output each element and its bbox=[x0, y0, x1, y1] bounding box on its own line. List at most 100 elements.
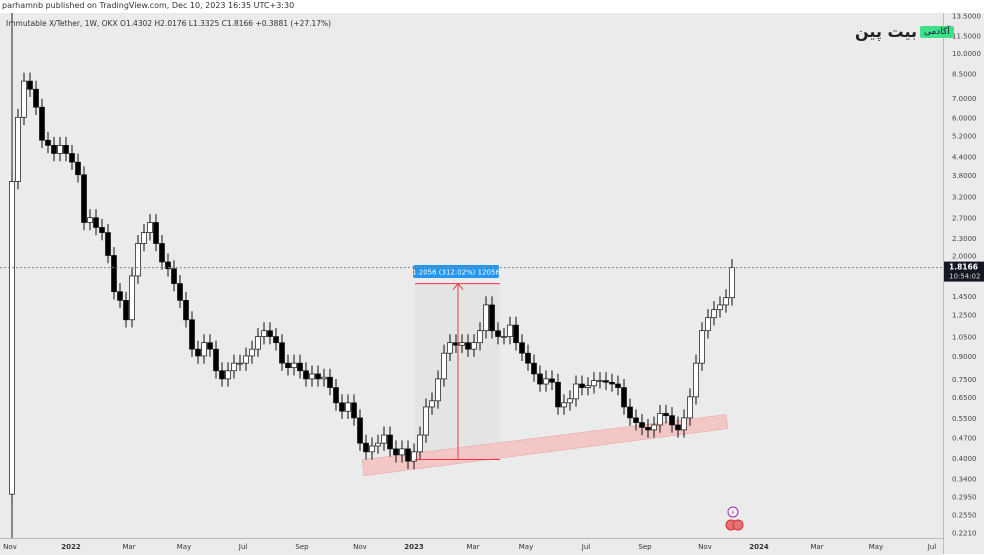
y-tick-label: 3.2000 bbox=[952, 193, 977, 201]
price-axis[interactable] bbox=[943, 13, 984, 554]
candle-down bbox=[633, 417, 639, 423]
candle-down bbox=[525, 352, 531, 364]
y-tick-label: 1.2500 bbox=[952, 312, 977, 320]
candle-up bbox=[201, 342, 207, 357]
candle-up bbox=[711, 309, 717, 319]
y-tick-label: 1.0500 bbox=[952, 334, 977, 342]
candle-up bbox=[255, 336, 261, 350]
candle-down bbox=[165, 261, 171, 270]
candle-down bbox=[45, 139, 51, 146]
x-tick-label: 2023 bbox=[404, 543, 424, 551]
candle-down bbox=[207, 342, 213, 350]
candle-down bbox=[519, 342, 525, 354]
candle-down bbox=[105, 232, 111, 256]
candle-up bbox=[429, 400, 435, 408]
candle-down bbox=[69, 153, 75, 163]
candle-up bbox=[483, 304, 489, 332]
candle-up bbox=[21, 80, 27, 118]
measure-label: 1.2056 (312.02%) 12056 bbox=[412, 269, 500, 277]
x-tick-label: May bbox=[177, 543, 191, 551]
candle-down bbox=[189, 319, 195, 350]
x-tick-label: Sep bbox=[295, 543, 309, 551]
candle-down bbox=[327, 376, 333, 388]
candle-up bbox=[447, 342, 453, 354]
candle-up bbox=[369, 445, 375, 453]
y-tick-label: 3.8000 bbox=[952, 172, 977, 180]
candle-up bbox=[441, 352, 447, 380]
x-tick-label: May bbox=[519, 543, 533, 551]
y-tick-label: 0.2550 bbox=[952, 512, 977, 520]
candle-up bbox=[729, 267, 735, 299]
candle-up bbox=[459, 342, 465, 346]
candle-up bbox=[147, 222, 153, 233]
logo-name: بیت پین bbox=[855, 22, 917, 41]
us-flag-event-icon bbox=[732, 519, 744, 531]
candle-down bbox=[267, 330, 273, 337]
candle-down bbox=[393, 448, 399, 456]
candle-down bbox=[27, 80, 33, 90]
y-tick-label: 0.6500 bbox=[952, 394, 977, 402]
y-tick-label: 0.2210 bbox=[952, 530, 977, 538]
x-tick-label: 2024 bbox=[749, 543, 769, 551]
y-tick-label: 4.4000 bbox=[952, 153, 977, 161]
candle-down bbox=[669, 415, 675, 426]
y-tick-label: 0.9000 bbox=[952, 353, 977, 361]
candle-down bbox=[405, 448, 411, 462]
candle-down bbox=[213, 348, 219, 372]
x-tick-label: Mar bbox=[810, 543, 823, 551]
candle-down bbox=[219, 370, 225, 380]
price-label-box bbox=[944, 261, 984, 282]
candle-up bbox=[501, 336, 507, 338]
candle-down bbox=[93, 217, 99, 228]
candle-down bbox=[183, 300, 189, 321]
candle-up bbox=[435, 378, 441, 402]
candle-down bbox=[111, 255, 117, 293]
candle-down bbox=[465, 342, 471, 350]
symbol-legend: Immutable X/Tether, 1W, OKX O1.4302 H2.0… bbox=[6, 19, 332, 28]
candle-down bbox=[75, 161, 81, 176]
candle-down bbox=[531, 362, 537, 375]
candle-down bbox=[639, 422, 645, 428]
candle-up bbox=[237, 362, 243, 365]
candle-up bbox=[597, 380, 603, 382]
y-tick-label: 10.0000 bbox=[952, 50, 981, 58]
candle-down bbox=[627, 406, 633, 419]
candle-up bbox=[135, 243, 141, 277]
candle-down bbox=[555, 381, 561, 408]
time-axis[interactable] bbox=[0, 538, 943, 555]
candle-down bbox=[579, 383, 585, 388]
x-tick-label: May bbox=[869, 543, 883, 551]
candle-up bbox=[411, 451, 417, 462]
candle-down bbox=[195, 348, 201, 357]
y-tick-label: 0.5500 bbox=[952, 415, 977, 423]
x-tick-label: Nov bbox=[3, 543, 17, 551]
countdown-label: 10:54:02 bbox=[949, 273, 980, 281]
price-label: 1.8166 bbox=[949, 263, 978, 272]
candle-down bbox=[387, 434, 393, 450]
y-tick-label: 8.5000 bbox=[952, 70, 977, 78]
candle-down bbox=[339, 402, 345, 412]
candle-up bbox=[321, 376, 327, 380]
publisher-line: parhamnb published on TradingView.com, D… bbox=[2, 1, 295, 10]
candle-up bbox=[567, 398, 573, 404]
candle-up bbox=[693, 362, 699, 398]
candle-down bbox=[351, 402, 357, 419]
candle-up bbox=[705, 317, 711, 332]
candle-down bbox=[315, 373, 321, 380]
logo: بیت پین آکادمی bbox=[855, 22, 954, 41]
y-tick-label: 5.2000 bbox=[952, 132, 977, 140]
y-tick-label: 0.2950 bbox=[952, 493, 977, 501]
candle-up bbox=[651, 424, 657, 431]
candle-up bbox=[87, 217, 93, 223]
candle-down bbox=[537, 373, 543, 385]
y-tick-label: 7.0000 bbox=[952, 95, 977, 103]
candle-up bbox=[57, 145, 63, 154]
candle-down bbox=[153, 222, 159, 244]
logo-badge: آکادمی bbox=[919, 25, 954, 38]
candle-up bbox=[141, 232, 147, 244]
y-tick-label: 0.4700 bbox=[952, 435, 977, 443]
candle-up bbox=[657, 413, 663, 426]
candle-up bbox=[681, 417, 687, 431]
candle-up bbox=[225, 370, 231, 380]
y-tick-label: 2.0000 bbox=[952, 253, 977, 261]
